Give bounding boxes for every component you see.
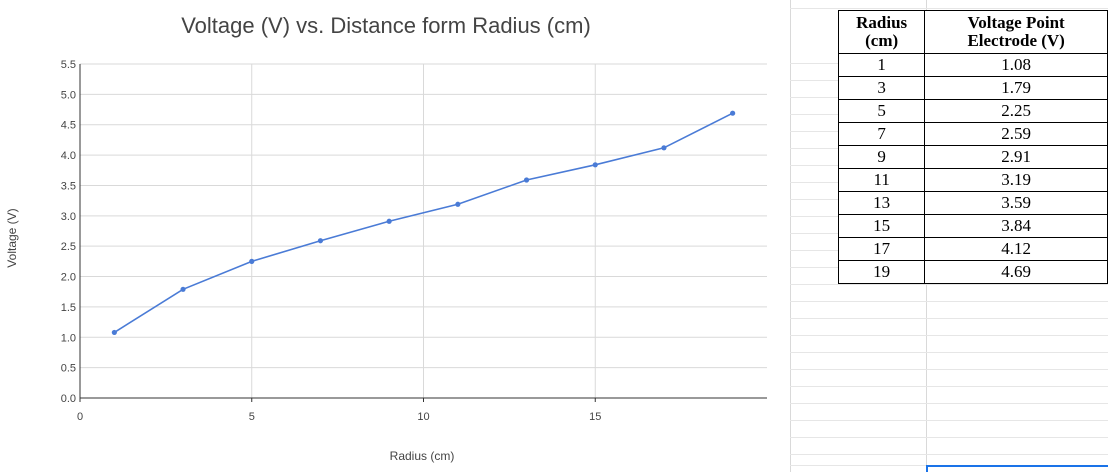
table-cell[interactable]: 4.12 (924, 237, 1108, 261)
table-row: 5 2.25 (837, 99, 1108, 123)
table-cell[interactable]: 13 (837, 191, 926, 215)
header-voltage[interactable]: Voltage Point Electrode (V) (924, 10, 1108, 54)
y-axis-label: Voltage (V) (5, 208, 19, 267)
table-cell[interactable]: 1.08 (924, 53, 1108, 77)
table-row: 17 4.12 (837, 237, 1108, 261)
sheet-gridline (790, 403, 1108, 404)
sheet-gridline (790, 420, 1108, 421)
table-row: 3 1.79 (837, 76, 1108, 100)
sheet-gridline (790, 369, 1108, 370)
x-tick-label: 5 (249, 411, 255, 423)
header-text: (cm) (865, 31, 899, 50)
data-point (661, 145, 667, 151)
y-tick-label: 3.0 (61, 211, 76, 223)
table-row: 13 3.59 (837, 191, 1108, 215)
y-tick-label: 5.5 (61, 59, 76, 71)
table-cell[interactable]: 1.79 (924, 76, 1108, 100)
table-cell[interactable]: 4.69 (924, 260, 1108, 284)
y-tick-label: 2.5 (61, 241, 76, 253)
grid-layer (80, 63, 767, 398)
sheet-gridline (790, 284, 1108, 285)
y-tick-label: 1.5 (61, 302, 76, 314)
table-row: 1 1.08 (837, 53, 1108, 77)
table-cell[interactable]: 17 (837, 237, 926, 261)
sheet-gridline (790, 352, 1108, 353)
table-cell[interactable]: 19 (837, 260, 926, 284)
table-row: 11 3.19 (837, 168, 1108, 192)
table-cell[interactable]: 3.84 (924, 214, 1108, 238)
x-axis-label: Radius (cm) (390, 449, 455, 463)
table-cell[interactable]: 2.91 (924, 145, 1108, 169)
axis-layer: 0.0 0.5 1.0 1.5 2.0 2.5 3.0 3.5 4.0 4.5 5.0 5.5 0 5 10… (61, 59, 767, 423)
table-cell[interactable]: 11 (837, 168, 926, 192)
table-row: 19 4.69 (837, 260, 1108, 284)
y-tick-label: 3.5 (61, 180, 76, 192)
line-chart: 0.0 0.5 1.0 1.5 2.0 2.5 3.0 3.5 4.0 4.5 5.0 5.5 0 5 10… (5, 13, 767, 463)
sheet-gridline (790, 318, 1108, 319)
y-tick-label: 4.5 (61, 120, 76, 132)
data-point (592, 162, 598, 168)
y-tick-label: 1.0 (61, 332, 76, 344)
chart-title: Voltage (V) vs. Distance form Radius (cm… (181, 13, 591, 38)
sheet-gridline (790, 454, 1108, 455)
x-tick-label: 15 (589, 411, 601, 423)
data-point (180, 286, 186, 292)
spreadsheet-area: Radius (cm) Voltage Point Electrode (V) … (790, 0, 1108, 472)
header-radius[interactable]: Radius (cm) (837, 10, 926, 54)
selected-cell[interactable] (926, 465, 1108, 472)
data-point (317, 238, 324, 244)
sheet-gridline (790, 437, 1108, 438)
series-layer (111, 110, 736, 336)
table-cell[interactable]: 2.59 (924, 122, 1108, 146)
data-point (111, 329, 117, 336)
y-tick-label: 0.0 (61, 393, 76, 405)
table-cell[interactable]: 7 (837, 122, 926, 146)
y-tick-label: 4.0 (61, 150, 76, 162)
data-table: Radius (cm) Voltage Point Electrode (V) … (837, 10, 1108, 284)
table-cell[interactable]: 15 (837, 214, 926, 238)
table-cell[interactable]: 3 (837, 76, 926, 100)
sheet-gridline (790, 0, 791, 472)
data-point (249, 258, 255, 264)
table-cell[interactable]: 9 (837, 145, 926, 169)
table-cell[interactable]: 3.19 (924, 168, 1108, 192)
series-line (113, 112, 734, 334)
sheet-gridline (790, 386, 1108, 387)
data-point (523, 177, 530, 183)
x-tick-label: 0 (77, 411, 83, 423)
header-text: Electrode (V) (967, 31, 1065, 50)
chart-area: 0.0 0.5 1.0 1.5 2.0 2.5 3.0 3.5 4.0 4.5 5.0 5.5 0 5 10… (5, 13, 767, 463)
table-row: 15 3.84 (837, 214, 1108, 238)
data-point (455, 201, 461, 207)
table-cell[interactable]: 3.59 (924, 191, 1108, 215)
sheet-gridline (790, 8, 1108, 9)
table-row: 7 2.59 (837, 122, 1108, 146)
table-cell[interactable]: 1 (837, 53, 926, 77)
table-header-row: Radius (cm) Voltage Point Electrode (V) (837, 10, 1108, 54)
table-cell[interactable]: 5 (837, 99, 926, 123)
header-text: Radius (856, 13, 908, 33)
sheet-gridline (790, 301, 1108, 302)
x-tick-label: 10 (417, 411, 429, 423)
header-text: Voltage Point (967, 13, 1065, 33)
y-tick-label: 2.0 (61, 272, 76, 284)
data-point (730, 110, 736, 116)
data-point (386, 218, 392, 224)
table-row: 9 2.91 (837, 145, 1108, 169)
y-tick-label: 0.5 (61, 363, 76, 375)
sheet-gridline (790, 335, 1108, 336)
y-tick-label: 5.0 (61, 89, 76, 101)
table-cell[interactable]: 2.25 (924, 99, 1108, 123)
